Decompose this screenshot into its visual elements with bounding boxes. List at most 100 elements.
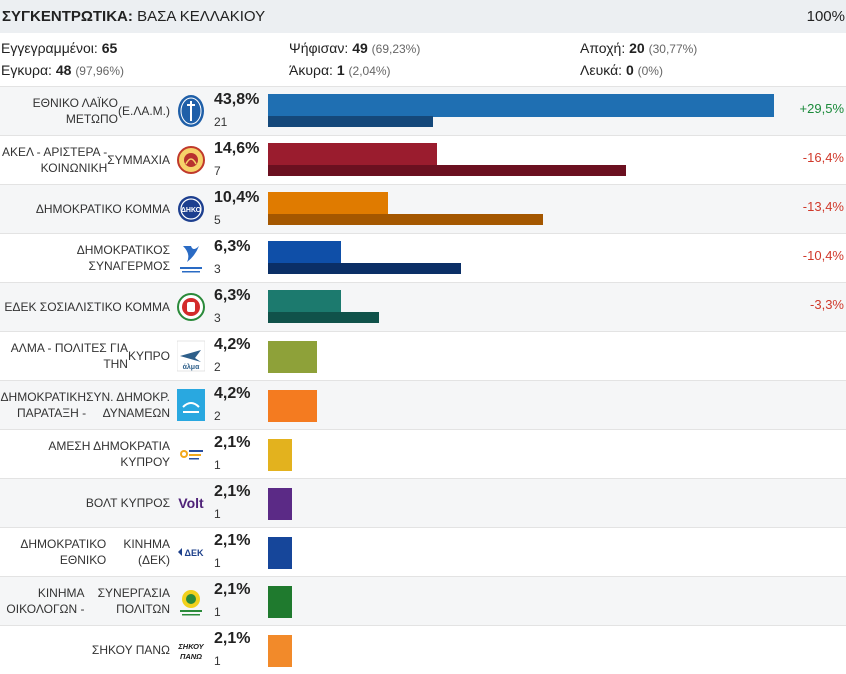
party-votes: 1 (214, 605, 221, 619)
party-percent: 2,1% (214, 483, 251, 500)
party-row: ΕΔΕΚ ΣΟΣΙΑΛΙΣΤΙΚΟ ΚΟΜΜΑ 6,3% 3 -3,3% (0, 282, 846, 331)
party-name: ΑΚΕΛ - ΑΡΙΣΤΕΡΑ - ΚΟΙΝΩΝΙΚΗ ΣΥΜΜΑΧΙΑ (0, 136, 170, 184)
party-votes: 1 (214, 458, 221, 472)
party-name-line: ΕΘΝΙΚΟ ΛΑΪΚΟ ΜΕΤΩΠΟ (32, 96, 118, 126)
party-name-line: ΚΥΠΡΟ (127, 349, 170, 363)
svg-text:ΔΗΚΟ: ΔΗΚΟ (181, 207, 202, 214)
party-votes: 7 (214, 164, 221, 178)
party-name-line: (Ε.ΛΑ.Μ.) (117, 104, 170, 118)
party-percent: 6,3% (214, 238, 251, 255)
party-bar-current (268, 537, 292, 569)
party-name: ΚΙΝΗΜΑ ΟΙΚΟΛΟΓΩΝ - ΣΥΝΕΡΓΑΣΙΑ ΠΟΛΙΤΩΝ (0, 577, 170, 625)
stat-abstain-pct: (30,77%) (648, 42, 698, 56)
party-percent: 14,6% (214, 140, 260, 157)
party-name-line: ΣΗΚΟΥ ΠΑΝΩ (91, 643, 170, 657)
party-percent: 4,2% (214, 336, 251, 353)
party-name: ΕΘΝΙΚΟ ΛΑΪΚΟ ΜΕΤΩΠΟ (Ε.ΛΑ.Μ.) (0, 87, 170, 135)
volt-logo-icon: Volt (176, 484, 206, 522)
party-votes: 1 (214, 556, 221, 570)
party-name-line: ΚΙΝΗΜΑ ΟΙΚΟΛΟΓΩΝ - (6, 586, 85, 616)
direct-democracy-logo-icon (176, 435, 206, 473)
results-header: ΣΥΓΚΕΝΤΡΩΤΙΚΑ: ΒΑΣΑ ΚΕΛΛΑΚΙΟΥ 100% (0, 0, 846, 33)
party-votes: 1 (214, 654, 221, 668)
diko-logo-icon: ΔΗΚΟ (176, 190, 206, 228)
party-votes: 2 (214, 360, 221, 374)
party-votes: 21 (214, 115, 228, 129)
party-row: ΔΗΜΟΚΡΑΤΙΚΟΣ ΣΥΝΑΓΕΡΜΟΣ 6,3% 3 -10,4% (0, 233, 846, 282)
party-name-line: ΑΜΕΣΗ ΔΗΜΟΚΡΑΤΙΑ ΚΥΠΡΟΥ (48, 439, 170, 469)
alma-logo-icon: άλμα (176, 337, 206, 375)
party-votes: 1 (214, 507, 221, 521)
elam-logo-icon (176, 92, 206, 130)
party-row: ΚΙΝΗΜΑ ΟΙΚΟΛΟΓΩΝ - ΣΥΝΕΡΓΑΣΙΑ ΠΟΛΙΤΩΝ 2,1%… (0, 576, 846, 625)
svg-text:ΠΑΝΩ: ΠΑΝΩ (180, 652, 202, 661)
party-bar-current (268, 586, 292, 618)
party-name: ΔΗΜΟΚΡΑΤΙΚΟ ΚΟΜΜΑ (0, 185, 170, 233)
party-name: ΒΟΛΤ ΚΥΠΡΟΣ (0, 479, 170, 527)
stat-valid-pct: (97,96%) (75, 64, 125, 78)
stat-valid: Εγκυρα: 48 (97,96%) (1, 62, 124, 78)
party-percent: 2,1% (214, 532, 251, 549)
party-percent: 2,1% (214, 581, 251, 598)
party-name-line: ΣΥΝ. ΔΗΜΟΚΡ. ΔΥΝΑΜΕΩΝ (86, 390, 171, 420)
stat-abstain-value: 20 (629, 40, 645, 56)
party-change: -13,4% (802, 199, 844, 214)
party-bar-previous (268, 165, 626, 176)
party-name-line: ΣΥΝΕΡΓΑΣΙΑ ΠΟΛΙΤΩΝ (97, 586, 170, 616)
stat-registered-label: Εγγεγραμμένοι: (1, 40, 98, 56)
stat-invalid-label: Άκυρα: (289, 62, 333, 78)
party-row: ΑΚΕΛ - ΑΡΙΣΤΕΡΑ - ΚΟΙΝΩΝΙΚΗ ΣΥΜΜΑΧΙΑ 14,6%… (0, 135, 846, 184)
party-bar-current (268, 290, 341, 313)
stat-voted-pct: (69,23%) (371, 42, 421, 56)
party-name-line: ΔΗΜΟΚΡΑΤΙΚΟ ΚΟΜΜΑ (35, 202, 170, 216)
party-bar-current (268, 341, 317, 373)
stat-blank-value: 0 (625, 62, 634, 78)
party-bar-current (268, 192, 388, 215)
party-bar-current (268, 488, 292, 520)
party-name-line: ΣΥΜΜΑΧΙΑ (107, 153, 170, 167)
stat-voted: Ψήφισαν: 49 (69,23%) (289, 40, 420, 56)
party-name: ΑΜΕΣΗ ΔΗΜΟΚΡΑΤΙΑ ΚΥΠΡΟΥ (0, 430, 170, 478)
party-name-line: ΔΗΜΟΚΡΑΤΙΚΟ ΕΘΝΙΚΟ (20, 537, 107, 567)
party-bar-previous (268, 116, 433, 127)
party-name-line: ΑΛΜΑ - ΠΟΛΙΤΕΣ ΓΙΑ ΤΗΝ (10, 341, 128, 371)
party-bar-current (268, 439, 292, 471)
party-name: ΣΗΚΟΥ ΠΑΝΩ (0, 626, 170, 674)
stat-blank-label: Λευκά: (580, 62, 623, 78)
turnout-stats: Εγγεγραμμένοι: 65 Ψήφισαν: 49 (69,23%) Α… (0, 34, 846, 86)
stat-invalid-pct: (2,04%) (348, 64, 391, 78)
party-name: ΔΗΜΟΚΡΑΤΙΚΟΣ ΣΥΝΑΓΕΡΜΟΣ (0, 234, 170, 282)
party-bar-previous (268, 263, 461, 274)
party-bar-current (268, 94, 774, 117)
party-percent: 10,4% (214, 189, 260, 206)
header-title: ΣΥΓΚΕΝΤΡΩΤΙΚΑ: ΒΑΣΑ ΚΕΛΛΑΚΙΟΥ (2, 8, 265, 25)
party-row: ΑΛΜΑ - ΠΟΛΙΤΕΣ ΓΙΑ ΤΗΝ ΚΥΠΡΟ άλμα 4,2% 2 (0, 331, 846, 380)
svg-text:Volt: Volt (178, 495, 204, 511)
party-row: ΔΗΜΟΚΡΑΤΙΚΟ ΚΟΜΜΑ ΔΗΚΟ 10,4% 5 -13,4% (0, 184, 846, 233)
party-name-line: ΕΔΕΚ ΣΟΣΙΑΛΙΣΤΙΚΟ ΚΟΜΜΑ (4, 300, 170, 314)
party-change: -3,3% (810, 297, 844, 312)
sikou-pano-logo-icon: ΣΗΚΟΥ ΠΑΝΩ (176, 631, 206, 669)
greens-logo-icon (176, 582, 206, 620)
party-row: ΑΜΕΣΗ ΔΗΜΟΚΡΑΤΙΑ ΚΥΠΡΟΥ 2,1% 1 (0, 429, 846, 478)
party-bar-current (268, 241, 341, 264)
party-percent: 6,3% (214, 287, 251, 304)
party-name-line: ΔΗΜΟΚΡΑΤΙΚΗ ΠΑΡΑΤΑΞΗ - (0, 390, 87, 420)
edek-logo-icon (176, 288, 206, 326)
stat-invalid-value: 1 (336, 62, 345, 78)
party-name-line: ΚΙΝΗΜΑ (ΔΕΚ) (123, 537, 170, 567)
stat-valid-value: 48 (55, 62, 72, 78)
party-votes: 2 (214, 409, 221, 423)
party-name-line: ΒΟΛΤ ΚΥΠΡΟΣ (85, 496, 170, 510)
party-change: -16,4% (802, 150, 844, 165)
party-percent: 2,1% (214, 630, 251, 647)
party-name: ΔΗΜΟΚΡΑΤΙΚΗ ΠΑΡΑΤΑΞΗ - ΣΥΝ. ΔΗΜΟΚΡ. ΔΥΝΑΜ… (0, 381, 171, 429)
party-name: ΔΗΜΟΚΡΑΤΙΚΟ ΕΘΝΙΚΟ ΚΙΝΗΜΑ (ΔΕΚ) (0, 528, 170, 576)
dek-logo-icon: ΔΕΚ (176, 533, 206, 571)
stat-abstain: Αποχή: 20 (30,77%) (580, 40, 697, 56)
party-name-line: ΔΗΜΟΚΡΑΤΙΚΟΣ ΣΥΝΑΓΕΡΜΟΣ (76, 243, 170, 273)
akel-logo-icon (176, 141, 206, 179)
party-name: ΕΔΕΚ ΣΟΣΙΑΛΙΣΤΙΚΟ ΚΟΜΜΑ (0, 283, 170, 331)
stat-registered-value: 65 (101, 40, 118, 56)
party-percent: 4,2% (214, 385, 251, 402)
